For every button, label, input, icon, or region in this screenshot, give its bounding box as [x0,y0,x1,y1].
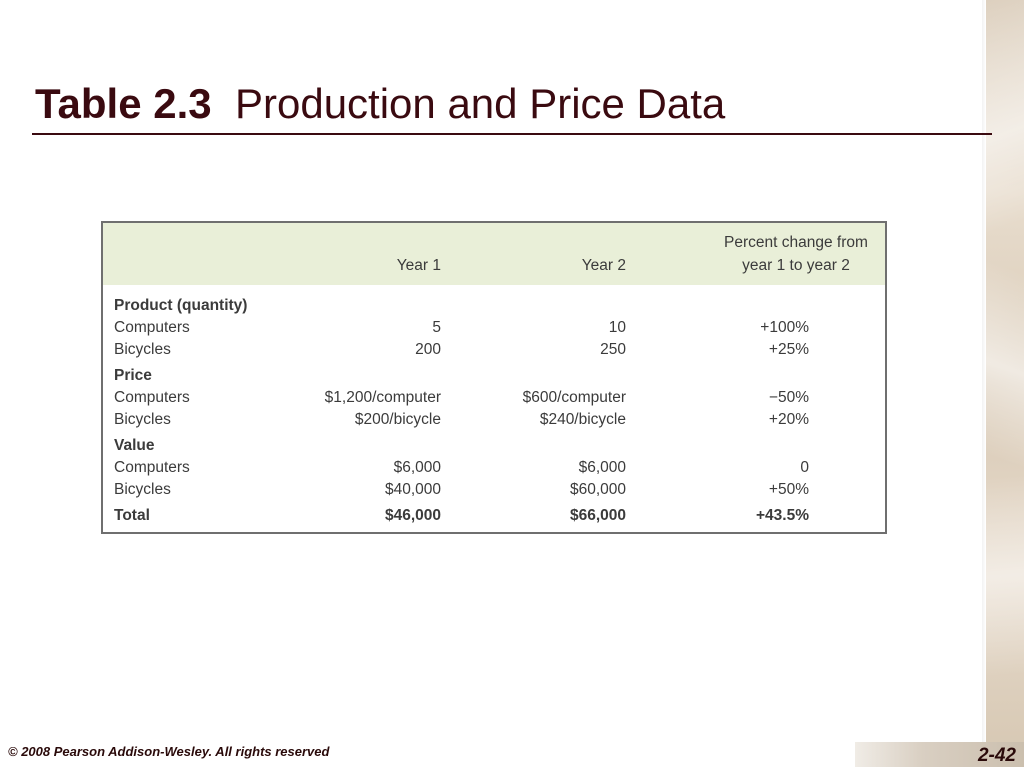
header-percent-line-1: Percent change from [724,234,868,251]
section-title-value: Value [114,437,155,454]
marble-border-decoration [986,0,1024,767]
row-label: Computers [114,459,190,476]
section-title-quantity: Product (quantity) [114,297,248,314]
section-title-price: Price [114,367,152,384]
row-label: Bicycles [114,341,171,358]
cell-change: +25% [768,341,809,358]
production-price-table: Year 1 Year 2 Percent change from year 1… [101,221,887,534]
total-label: Total [114,507,150,524]
cell-change: +20% [768,411,809,428]
page-number-bar [855,742,1024,767]
cell-year2: $60,000 [569,481,626,498]
cell-change: −50% [768,389,809,406]
total-change: +43.5% [755,507,809,524]
cell-change: +50% [768,481,809,498]
header-percent-line-2: year 1 to year 2 [742,257,850,274]
table-number: Table 2.3 [35,80,212,127]
row-label: Bicycles [114,411,171,428]
row-label: Computers [114,389,190,406]
cell-year1: $6,000 [393,459,441,476]
cell-year2: $240/bicycle [539,411,626,428]
cell-year2: 250 [600,341,626,358]
cell-year1: 5 [432,319,441,336]
cell-year1: $200/bicycle [354,411,441,428]
table-title-text: Production and Price Data [234,80,726,127]
page-number: 2-42 [977,745,1016,766]
background-edge-shadow [982,0,986,767]
cell-year1: $40,000 [384,481,441,498]
row-label: Bicycles [114,481,171,498]
table-header [103,223,885,285]
cell-year1: 200 [415,341,441,358]
copyright-footer: © 2008 Pearson Addison-Wesley. All right… [8,744,330,759]
header-year-1: Year 1 [396,257,441,274]
row-label: Computers [114,319,190,336]
title-underline [32,133,992,135]
header-year-2: Year 2 [581,257,626,274]
cell-year1: $1,200/computer [324,389,441,406]
slide-title: Table 2.3 Production and Price Data [35,80,725,128]
cell-year2: $600/computer [522,389,626,406]
cell-change: +100% [760,319,809,336]
total-year2: $66,000 [569,507,626,524]
cell-year2: $6,000 [578,459,626,476]
cell-year2: 10 [608,319,626,336]
total-year1: $46,000 [384,507,441,524]
cell-change: 0 [800,459,809,476]
